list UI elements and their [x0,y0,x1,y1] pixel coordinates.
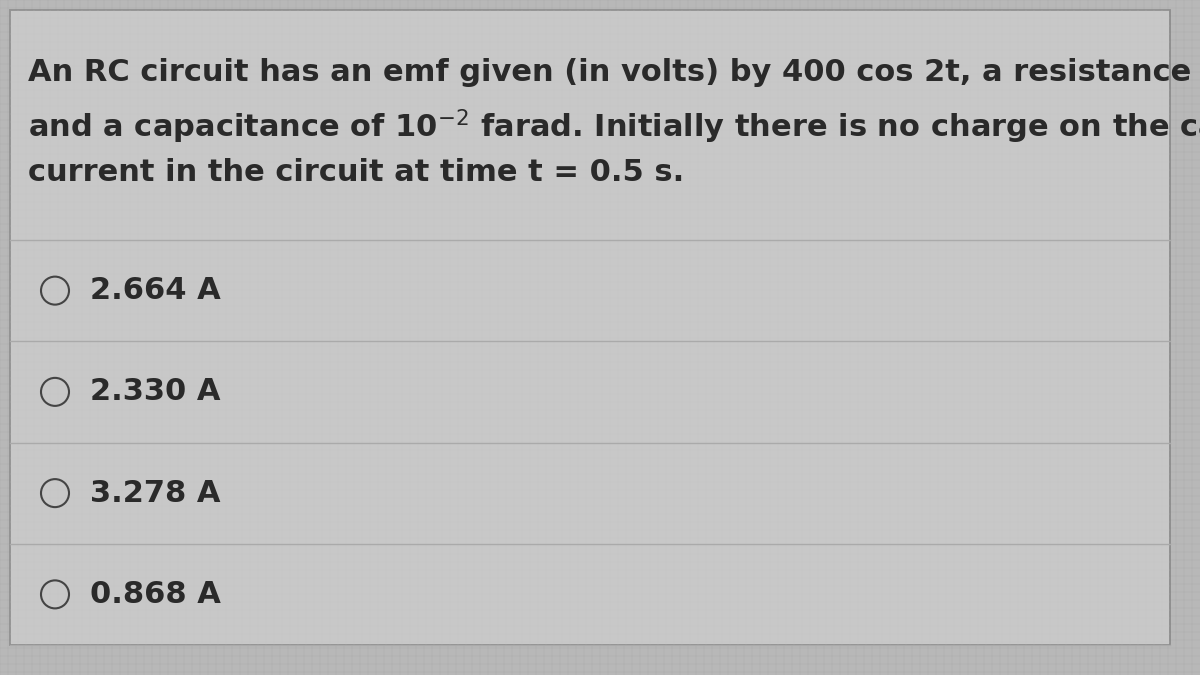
Text: 3.278 A: 3.278 A [90,479,221,508]
Text: 2.330 A: 2.330 A [90,377,221,406]
Text: and a capacitance of 10$^{-2}$ farad. Initially there is no charge on the capaci: and a capacitance of 10$^{-2}$ farad. In… [28,108,1200,146]
Text: An RC circuit has an emf given (in volts) by 400 cos 2t, a resistance of 100 ohm: An RC circuit has an emf given (in volts… [28,58,1200,87]
Text: 2.664 A: 2.664 A [90,276,221,305]
Text: current in the circuit at time t = 0.5 s.: current in the circuit at time t = 0.5 s… [28,158,684,187]
Text: 0.868 A: 0.868 A [90,580,221,609]
